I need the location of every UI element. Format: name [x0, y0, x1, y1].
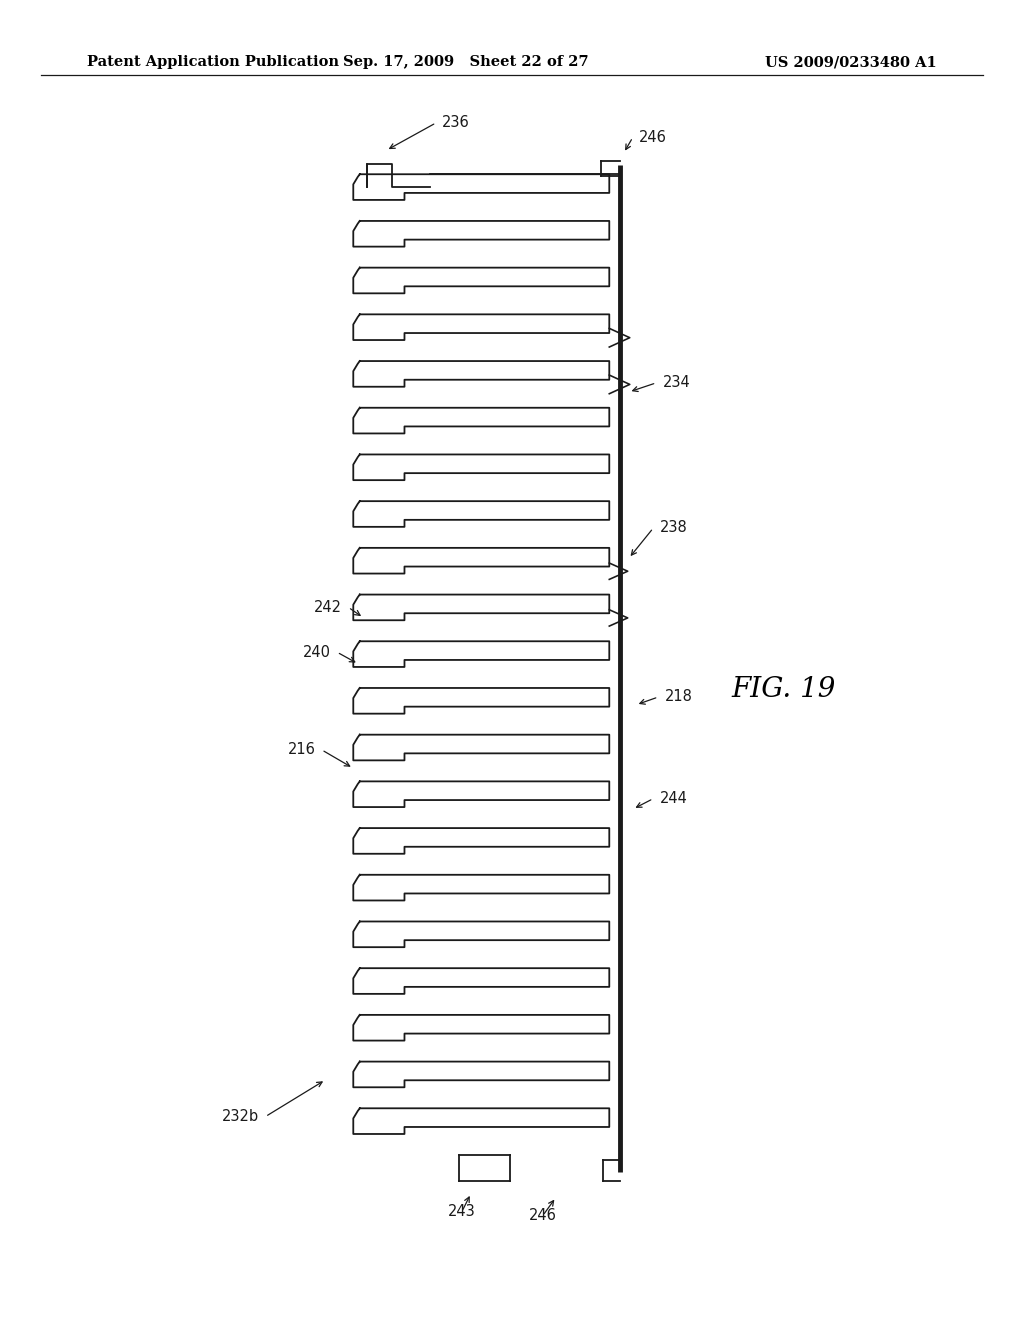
Text: 218: 218: [665, 689, 692, 705]
Text: FIG. 19: FIG. 19: [731, 676, 836, 702]
Text: 236: 236: [442, 115, 470, 131]
Text: 246: 246: [528, 1208, 557, 1224]
Text: 232b: 232b: [222, 1109, 259, 1125]
Text: US 2009/0233480 A1: US 2009/0233480 A1: [765, 55, 937, 69]
Text: 240: 240: [303, 644, 331, 660]
Text: 246: 246: [639, 129, 667, 145]
Text: Patent Application Publication: Patent Application Publication: [87, 55, 339, 69]
Text: 234: 234: [663, 375, 690, 391]
Text: 244: 244: [659, 791, 687, 807]
Text: 238: 238: [659, 520, 687, 536]
Text: Sep. 17, 2009   Sheet 22 of 27: Sep. 17, 2009 Sheet 22 of 27: [343, 55, 589, 69]
Text: 216: 216: [288, 742, 315, 758]
Text: 242: 242: [314, 599, 342, 615]
Text: 243: 243: [447, 1204, 476, 1220]
